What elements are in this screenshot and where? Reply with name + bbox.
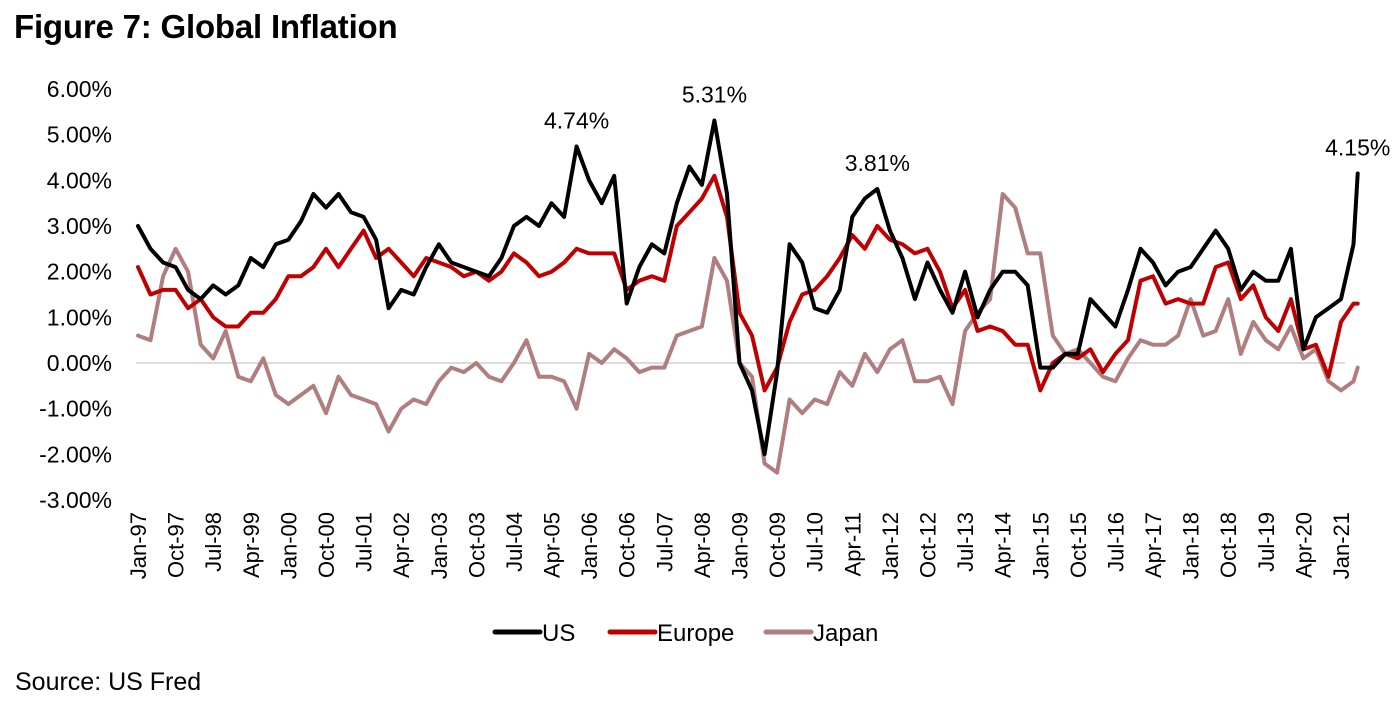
x-tick-label: Jul-16 xyxy=(1103,512,1128,572)
x-tick-label: Jul-04 xyxy=(502,512,527,572)
y-tick-label: 6.00% xyxy=(47,76,112,102)
source-note: Source: US Fred xyxy=(15,668,202,696)
x-tick-label: Apr-11 xyxy=(840,512,865,576)
x-tick-label: Jul-01 xyxy=(352,512,377,572)
x-tick-label: Jul-98 xyxy=(201,512,226,572)
y-tick-label: 3.00% xyxy=(47,213,112,239)
x-tick-label: Jul-19 xyxy=(1254,512,1279,572)
figure-title: Figure 7: Global Inflation xyxy=(14,8,398,45)
y-tick-label: 5.00% xyxy=(47,122,112,148)
y-tick-label: 4.00% xyxy=(47,167,112,193)
peak-label: 3.81% xyxy=(845,150,910,176)
x-tick-label: Jan-15 xyxy=(1028,512,1053,579)
y-tick-label: 2.00% xyxy=(47,259,112,285)
y-axis-tick-labels: 6.00% 5.00% 4.00% 3.00% 2.00% 1.00% 0.00% -1.00… xyxy=(39,76,112,513)
y-tick-label: -1.00% xyxy=(39,396,112,422)
x-tick-label: Apr-14 xyxy=(991,512,1016,578)
x-tick-label: Jan-97 xyxy=(126,512,151,579)
peak-label: 4.15% xyxy=(1325,134,1390,160)
x-tick-label: Apr-02 xyxy=(389,512,414,578)
x-tick-label: Jan-12 xyxy=(878,512,903,579)
x-tick-label: Apr-99 xyxy=(239,512,264,578)
y-tick-label: -2.00% xyxy=(39,441,112,467)
peak-label: 5.31% xyxy=(682,82,747,108)
x-tick-label: Oct-03 xyxy=(464,512,489,578)
x-tick-label: Apr-17 xyxy=(1141,512,1166,578)
x-tick-label: Oct-97 xyxy=(164,512,189,578)
x-tick-label: Oct-00 xyxy=(314,512,339,578)
x-tick-label: Jul-07 xyxy=(652,512,677,572)
x-tick-label: Jul-10 xyxy=(803,512,828,572)
series-line-japan xyxy=(136,192,1360,475)
series-line-us xyxy=(136,118,1360,457)
x-tick-label: Apr-20 xyxy=(1291,512,1316,578)
x-tick-label: Oct-06 xyxy=(615,512,640,578)
x-tick-label: Jan-00 xyxy=(276,512,301,579)
x-axis-tick-labels: Jan-97 Oct-97 Jul-98 Apr-99 Jan-00 Oct-00 Jul-… xyxy=(126,512,1354,579)
x-tick-label: Jan-06 xyxy=(577,512,602,579)
x-tick-label: Oct-09 xyxy=(765,512,790,578)
y-tick-label: -3.00% xyxy=(39,487,112,513)
peak-label: 4.74% xyxy=(544,108,609,134)
y-tick-label: 1.00% xyxy=(47,304,112,330)
x-tick-label: Oct-18 xyxy=(1216,512,1241,578)
x-tick-label: Jul-13 xyxy=(953,512,978,572)
series-lines xyxy=(136,118,1360,475)
x-tick-label: Jan-18 xyxy=(1179,512,1204,579)
y-tick-label: 0.00% xyxy=(47,350,112,376)
x-tick-label: Oct-12 xyxy=(915,512,940,578)
x-tick-label: Jan-21 xyxy=(1329,512,1354,579)
peak-annotations: 4.74% 5.31% 3.81% 4.15% xyxy=(544,82,1390,176)
legend: US Europe Japan xyxy=(492,620,878,647)
legend-label-japan: Japan xyxy=(813,620,878,647)
legend-label-europe: Europe xyxy=(657,620,734,647)
x-tick-label: Oct-15 xyxy=(1066,512,1091,578)
x-tick-label: Jan-03 xyxy=(427,512,452,579)
series-line-europe xyxy=(136,173,1360,393)
x-tick-label: Apr-05 xyxy=(540,512,565,578)
legend-label-us: US xyxy=(542,620,575,647)
x-tick-label: Apr-08 xyxy=(690,512,715,578)
x-tick-label: Jan-09 xyxy=(728,512,753,579)
